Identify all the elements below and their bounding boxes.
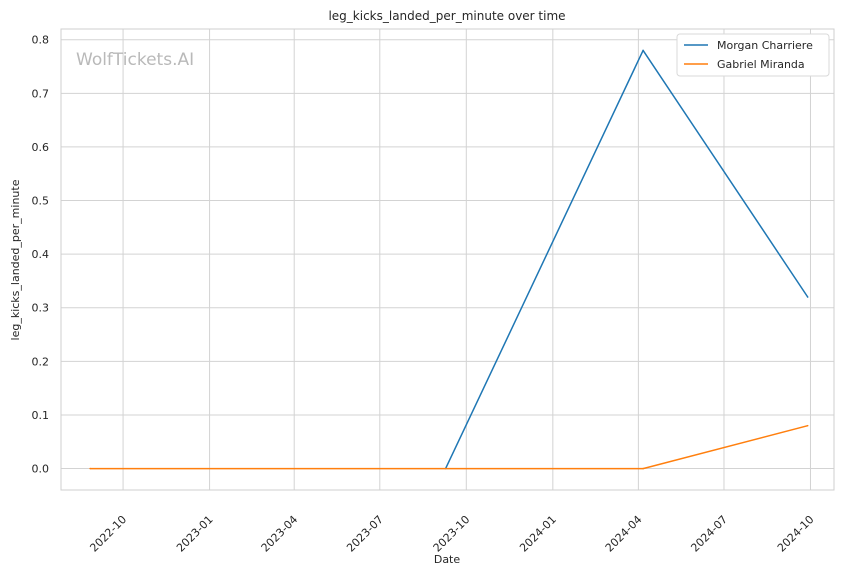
plot-frame — [60, 28, 835, 491]
data-point-gabriel-miranda — [806, 424, 809, 427]
y-tick-label: 0.3 — [32, 302, 50, 315]
legend: Morgan Charriere Gabriel Miranda — [676, 33, 830, 77]
chart-title: leg_kicks_landed_per_minute over time — [328, 9, 565, 23]
grid-lines — [61, 29, 834, 490]
legend-box — [676, 33, 830, 77]
series-lines — [89, 49, 809, 470]
y-axis-ticks: 0.0 0.1 0.2 0.3 0.4 0.5 0.6 0.7 0.8 — [32, 34, 50, 476]
y-tick-label: 0.7 — [32, 87, 50, 100]
legend-label-morgan-charriere: Morgan Charriere — [717, 39, 813, 52]
y-tick-label: 0.1 — [32, 409, 50, 422]
data-point-morgan-charriere — [642, 49, 644, 52]
y-tick-label: 0.0 — [32, 463, 50, 476]
y-tick-label: 0.6 — [32, 141, 50, 154]
data-point-morgan-charriere — [806, 296, 809, 298]
y-axis-label: leg_kicks_landed_per_minute — [9, 179, 22, 340]
x-axis-label: Date — [434, 553, 461, 566]
data-point-gabriel-miranda — [89, 467, 91, 470]
y-tick-label: 0.2 — [32, 355, 50, 368]
data-point-gabriel-miranda — [642, 467, 644, 470]
y-tick-label: 0.8 — [32, 34, 50, 47]
watermark: WolfTickets.AI — [76, 50, 194, 70]
y-tick-label: 0.5 — [32, 195, 50, 208]
legend-label-gabriel-miranda: Gabriel Miranda — [717, 58, 805, 71]
y-tick-label: 0.4 — [32, 248, 50, 261]
